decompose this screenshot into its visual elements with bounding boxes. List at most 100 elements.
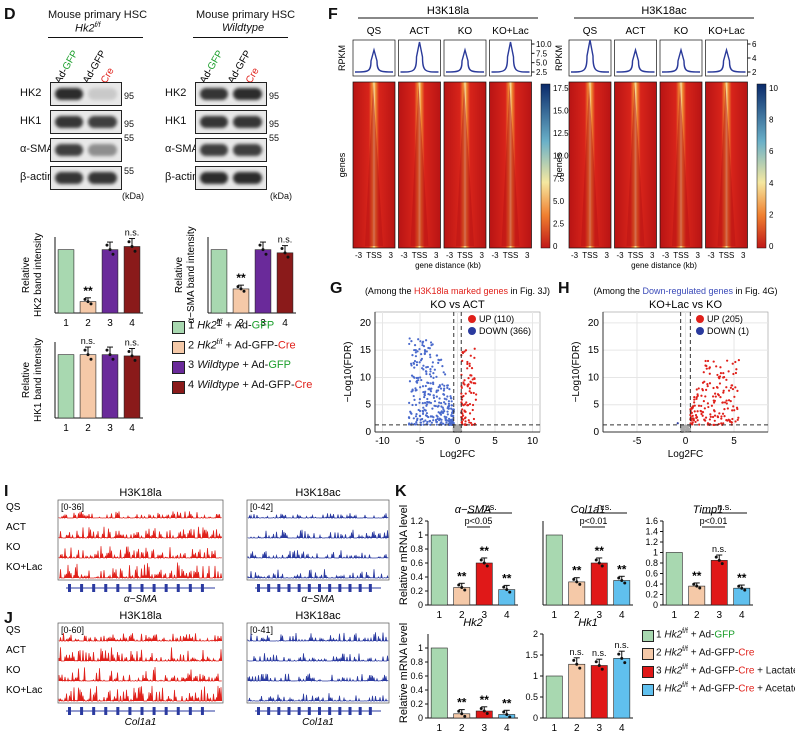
- volcano-point: [731, 387, 735, 391]
- y-axis-label: Relative mRNA level: [398, 505, 410, 605]
- data-point: [111, 252, 115, 256]
- volcano-point: [455, 426, 458, 429]
- profile-curve: [491, 41, 530, 73]
- gene-exon: [164, 707, 168, 715]
- volcano-point: [422, 368, 425, 371]
- profile-curve: [707, 47, 746, 73]
- x-tick-label: 1: [551, 610, 557, 621]
- track-range: [0-36]: [61, 502, 84, 512]
- volcano-point: [696, 410, 699, 413]
- comparison-label: p<0.05: [465, 516, 493, 526]
- gene-exon: [104, 584, 108, 592]
- rpkm-tick-label: 2: [752, 68, 757, 77]
- rpkm-tick-label: 6: [752, 40, 757, 49]
- gene-exon: [257, 584, 260, 592]
- heatmap-taper: [365, 84, 383, 246]
- volcano-point: [447, 419, 451, 422]
- volcano-point: [726, 419, 729, 422]
- volcano-point: [713, 401, 716, 404]
- data-point: [737, 584, 741, 588]
- bar: [710, 560, 728, 606]
- volcano-point: [467, 419, 470, 422]
- track-row-label: ACT: [6, 645, 26, 656]
- data-point: [594, 558, 598, 562]
- svg-text:Ad-GFP: Ad-GFP: [198, 48, 226, 85]
- track-signal: [247, 569, 389, 580]
- profile-curve: [400, 41, 439, 73]
- x-tick-label: 3: [481, 610, 487, 621]
- x-tick-label: 0: [455, 436, 461, 447]
- volcano-point: [711, 395, 715, 398]
- volcano-point: [473, 356, 476, 359]
- volcano-point: [701, 387, 704, 391]
- y-tick-label: 0: [593, 427, 599, 438]
- legend-text: 3 Hk2f/f + Ad-GFP-Cre + Lactate: [656, 664, 795, 677]
- condition-label: KO: [458, 26, 473, 37]
- volcano-point: [735, 406, 739, 409]
- gene-exon: [164, 584, 168, 592]
- heatmap-title: H3K18la: [427, 5, 470, 17]
- volcano-point: [432, 419, 435, 422]
- bar: [568, 581, 586, 606]
- volcano-point: [461, 418, 465, 421]
- x-tick-label: 3: [650, 251, 655, 260]
- data-point: [720, 562, 724, 566]
- volcano-point: [438, 417, 441, 420]
- volcano-point: [431, 365, 434, 368]
- volcano-point: [722, 389, 725, 392]
- data-point: [457, 709, 461, 713]
- y-tick-label: 2: [533, 629, 538, 639]
- volcano-point: [424, 384, 427, 388]
- volcano-point: [693, 401, 696, 404]
- volcano-point: [422, 390, 425, 394]
- gene-exon: [116, 584, 120, 592]
- volcano-point: [694, 413, 698, 417]
- y-axis-label: Relative: [21, 257, 32, 294]
- volcano-point: [441, 422, 445, 425]
- significance-label: **: [595, 544, 605, 558]
- track-signal: [247, 529, 389, 540]
- data-point: [594, 660, 598, 664]
- volcano-point: [412, 417, 415, 420]
- marker-label: 55: [269, 133, 280, 143]
- colorbar-tick-label: 4: [769, 179, 774, 188]
- volcano-point: [436, 417, 439, 421]
- colorbar-tick-label: 10.0: [553, 152, 569, 161]
- x-tick-label: TSS: [457, 251, 473, 260]
- x-tick-label: -5: [416, 436, 425, 447]
- volcano-point: [419, 386, 422, 389]
- x-tick-label: -3: [571, 251, 579, 260]
- y-tick-label: 0.2: [410, 586, 423, 596]
- legend-swatch: [642, 630, 654, 642]
- volcano-point: [693, 410, 696, 413]
- volcano-point: [415, 421, 418, 424]
- volcano-point: [468, 421, 471, 424]
- colorbar-tick-label: 15.0: [553, 107, 569, 116]
- volcano-point: [445, 421, 448, 424]
- volcano-point: [410, 364, 413, 367]
- volcano-point: [441, 365, 444, 368]
- bar: [498, 589, 516, 606]
- gene-label: α−SMA: [301, 594, 335, 605]
- volcano-point: [470, 374, 473, 377]
- volcano-point: [428, 347, 431, 350]
- volcano-point: [416, 379, 419, 382]
- y-tick-label: 1: [418, 530, 423, 540]
- volcano-point: [716, 393, 720, 396]
- volcano-point: [732, 405, 735, 408]
- kda-label-left: (kDa): [122, 191, 144, 201]
- gene-label: α−SMA: [124, 594, 158, 605]
- bar: [123, 246, 141, 314]
- gene-exon: [348, 707, 352, 715]
- heatmap-taper: [501, 84, 520, 246]
- x-tick-label: 1: [216, 318, 222, 329]
- volcano-point: [424, 409, 427, 412]
- volcano-point: [407, 423, 411, 426]
- y-tick-label: 1.2: [645, 537, 658, 547]
- blot-band: [88, 116, 117, 128]
- volcano-point: [446, 413, 449, 416]
- gene-exon: [176, 584, 180, 592]
- y-tick-label: 0.8: [410, 544, 423, 554]
- blot-strip: [195, 166, 267, 190]
- volcano-point: [419, 340, 422, 343]
